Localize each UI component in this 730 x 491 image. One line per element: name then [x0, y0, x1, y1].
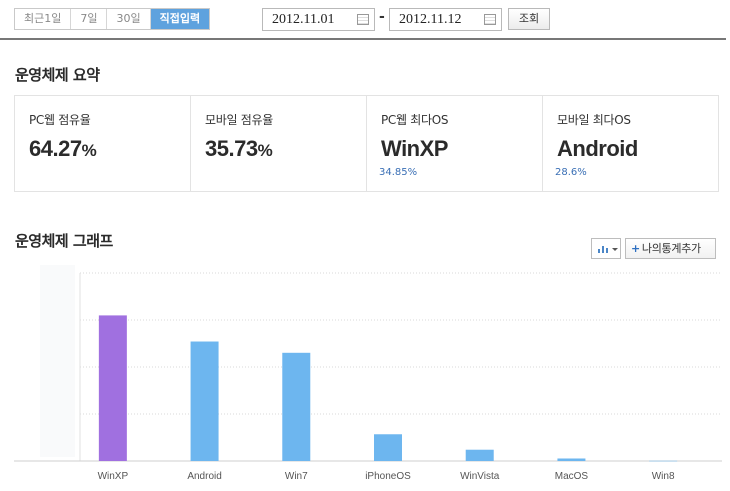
- date-toolbar: 최근1일 7일 30일 직접입력 2012.11.01 - 2012.11.12…: [0, 0, 726, 40]
- date-separator: -: [379, 9, 385, 25]
- summary-title: 운영체제 요약: [15, 66, 100, 84]
- chart-type-dropdown[interactable]: [591, 238, 621, 259]
- value-number: WinXP: [381, 136, 448, 161]
- bar-android: [190, 341, 219, 461]
- x-tick-label: iPhoneOS: [365, 471, 411, 482]
- bar-win7: [282, 352, 311, 461]
- bar-win8: [649, 460, 678, 462]
- bar-winxp: [98, 315, 127, 461]
- range-1day-button[interactable]: 최근1일: [15, 9, 72, 29]
- bar-winvista: [465, 449, 494, 461]
- card-label: 모바일 점유율: [205, 113, 273, 127]
- card-sub-percent: 28.6%: [555, 167, 587, 178]
- range-30day-button[interactable]: 30일: [107, 9, 151, 29]
- mobile-share-card: 모바일 점유율 35.73%: [191, 96, 367, 191]
- card-label: PC웹 점유율: [29, 113, 91, 127]
- bar-iphoneos: [374, 434, 402, 461]
- pc-share-card: PC웹 점유율 64.27%: [15, 96, 191, 191]
- value-unit: %: [81, 141, 97, 160]
- x-tick-label: WinVista: [460, 471, 500, 482]
- card-value: 35.73%: [205, 136, 366, 162]
- search-button[interactable]: 조회: [508, 8, 550, 30]
- chart-canvas: WinXP Android Win7 iPhoneOS WinVista MacOS Win…: [14, 265, 722, 482]
- value-number: Android: [557, 136, 638, 161]
- x-tick-label: WinXP: [98, 471, 129, 482]
- os-bar-chart: WinXP Android Win7 iPhoneOS WinVista MacOS Win…: [0, 265, 730, 491]
- value-number: 64.27: [29, 136, 82, 161]
- y-axis-strip: [40, 265, 75, 457]
- bar-chart-icon: [598, 245, 608, 253]
- card-sub-percent: 34.85%: [379, 167, 418, 178]
- chevron-down-icon: [612, 248, 618, 251]
- card-label: PC웹 최다OS: [381, 113, 449, 127]
- value-unit: %: [257, 141, 273, 160]
- start-date-field[interactable]: 2012.11.01: [262, 8, 375, 31]
- pc-top-os-card: PC웹 최다OS WinXP 34.85%: [367, 96, 543, 191]
- add-my-stats-button[interactable]: + 나의통계추가: [625, 238, 716, 259]
- value-number: 35.73: [205, 136, 258, 161]
- x-tick-label: MacOS: [555, 471, 589, 482]
- range-custom-button[interactable]: 직접입력: [150, 9, 210, 29]
- x-tick-label: Win8: [652, 471, 675, 482]
- end-date-value: 2012.11.12: [399, 12, 462, 27]
- mobile-top-os-card: 모바일 최다OS Android 28.6%: [543, 96, 718, 191]
- x-tick-label: Android: [187, 471, 221, 482]
- bar-macos: [557, 458, 586, 461]
- calendar-icon[interactable]: [357, 14, 369, 25]
- add-stat-label: 나의통계추가: [641, 242, 701, 255]
- calendar-icon[interactable]: [484, 14, 496, 25]
- card-value: 64.27%: [29, 136, 190, 162]
- range-selector: 최근1일 7일 30일 직접입력: [14, 8, 211, 30]
- card-value: WinXP: [381, 136, 542, 162]
- end-date-field[interactable]: 2012.11.12: [389, 8, 502, 31]
- x-tick-label: Win7: [285, 471, 308, 482]
- plus-icon: +: [631, 242, 640, 255]
- range-7day-button[interactable]: 7일: [71, 9, 108, 29]
- card-label: 모바일 최다OS: [557, 113, 631, 127]
- summary-panel: PC웹 점유율 64.27% 모바일 점유율 35.73% PC웹 최다OS W…: [14, 95, 719, 192]
- graph-title: 운영체제 그래프: [15, 232, 113, 250]
- card-value: Android: [557, 136, 718, 162]
- start-date-value: 2012.11.01: [272, 12, 335, 27]
